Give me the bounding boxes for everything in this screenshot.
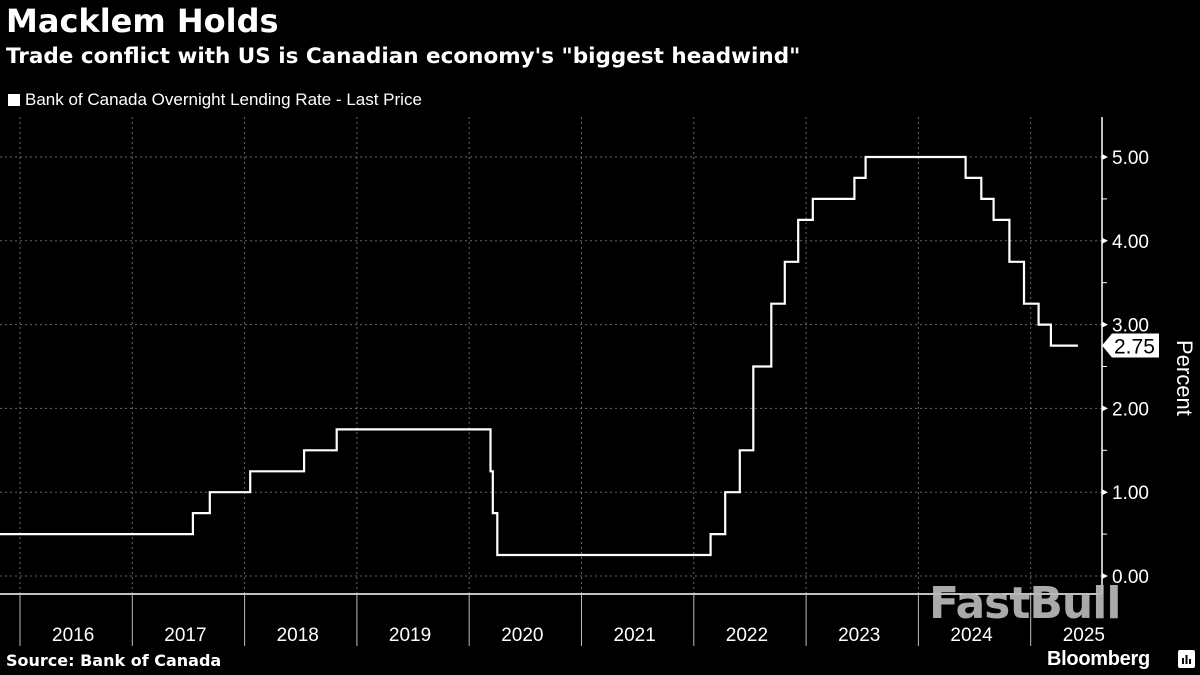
y-axis-label: Percent [1172, 340, 1197, 416]
brand-bloomberg: Bloomberg [1047, 648, 1150, 670]
y-tick-label: 1.00 [1112, 483, 1149, 504]
x-tick-label: 2025 [1063, 625, 1105, 646]
source-note: Source: Bank of Canada [6, 651, 222, 670]
legend: Bank of Canada Overnight Lending Rate - … [8, 90, 422, 110]
y-tick-label: 2.00 [1112, 399, 1149, 420]
last-value-label: 2.75 [1114, 336, 1155, 359]
y-tick-label: 4.00 [1112, 232, 1149, 253]
y-tick-label: 5.00 [1112, 148, 1149, 169]
x-tick-label: 2017 [164, 625, 206, 646]
y-tick-mark [1102, 154, 1108, 160]
x-tick-label: 2023 [838, 625, 880, 646]
last-value-marker: 2.75 [1102, 333, 1159, 359]
axes [0, 117, 1103, 595]
x-tick-label: 2024 [950, 625, 993, 646]
bloomberg-logo-icon [1178, 650, 1195, 668]
y-tick-mark [1102, 405, 1108, 412]
y-tick-label: 0.00 [1112, 567, 1149, 588]
x-tick-label: 2020 [501, 625, 543, 646]
x-tick-label: 2018 [277, 625, 319, 646]
y-tick-label: 3.00 [1112, 316, 1149, 337]
last-value-badge [1102, 333, 1159, 358]
x-tick-label: 2022 [726, 625, 768, 646]
watermark-fastbull: FastBull [929, 578, 1121, 629]
chart-subtitle: Trade conflict with US is Canadian econo… [6, 44, 801, 69]
chart-title: Macklem Holds [6, 2, 279, 40]
x-tick-label: 2019 [389, 625, 431, 646]
y-axis-ticks: 0.00 1.00 2.00 3.00 4.00 5.00 [1102, 148, 1149, 588]
legend-label: Bank of Canada Overnight Lending Rate - … [25, 90, 422, 109]
series [0, 155, 1078, 557]
series-line [0, 155, 1078, 557]
x-tick-label: 2016 [52, 625, 94, 646]
legend-swatch [8, 94, 20, 106]
y-tick-mark [1102, 321, 1108, 328]
x-axis-ticks: 2016 2017 2018 2019 2020 2021 2022 2023 2024 2025 [19, 594, 1105, 646]
y-tick-mark [1102, 489, 1108, 496]
x-tick-label: 2021 [614, 625, 656, 646]
y-tick-mark [1102, 237, 1108, 244]
grid [0, 117, 1102, 594]
y-tick-mark [1102, 573, 1108, 579]
